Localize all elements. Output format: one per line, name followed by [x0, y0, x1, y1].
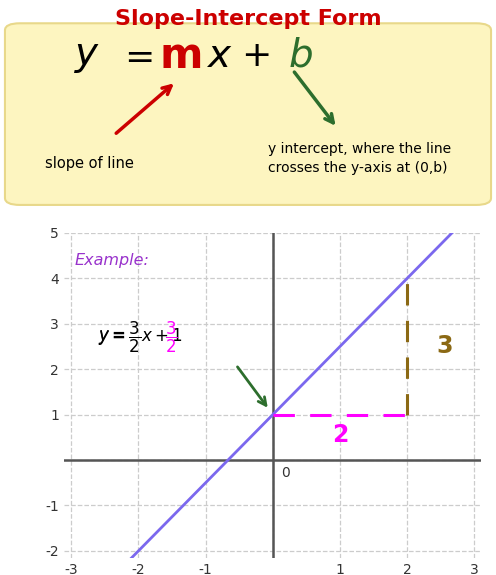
Text: $x$: $x$ — [206, 37, 232, 75]
Text: $y = $: $y = $ — [98, 328, 125, 346]
Text: 3: 3 — [436, 335, 452, 358]
Text: slope of line: slope of line — [45, 155, 133, 171]
Text: 0: 0 — [281, 466, 290, 480]
Text: $+$: $+$ — [241, 39, 269, 73]
Text: $\mathbf{m}$: $\mathbf{m}$ — [159, 35, 201, 77]
Text: 2: 2 — [332, 423, 348, 447]
FancyBboxPatch shape — [5, 23, 491, 205]
Text: $=$: $=$ — [117, 39, 152, 73]
Text: Example:: Example: — [74, 254, 149, 269]
Text: Slope-Intercept Form: Slope-Intercept Form — [115, 9, 381, 29]
Text: y intercept, where the line
crosses the y-axis at (0,b): y intercept, where the line crosses the … — [268, 141, 451, 175]
Text: $b$: $b$ — [288, 37, 312, 75]
Text: $y$: $y$ — [74, 37, 101, 75]
Text: $\dfrac{3}{2}$: $\dfrac{3}{2}$ — [165, 320, 178, 355]
Text: $y = \dfrac{3}{2}x+1$: $y = \dfrac{3}{2}x+1$ — [98, 320, 183, 355]
